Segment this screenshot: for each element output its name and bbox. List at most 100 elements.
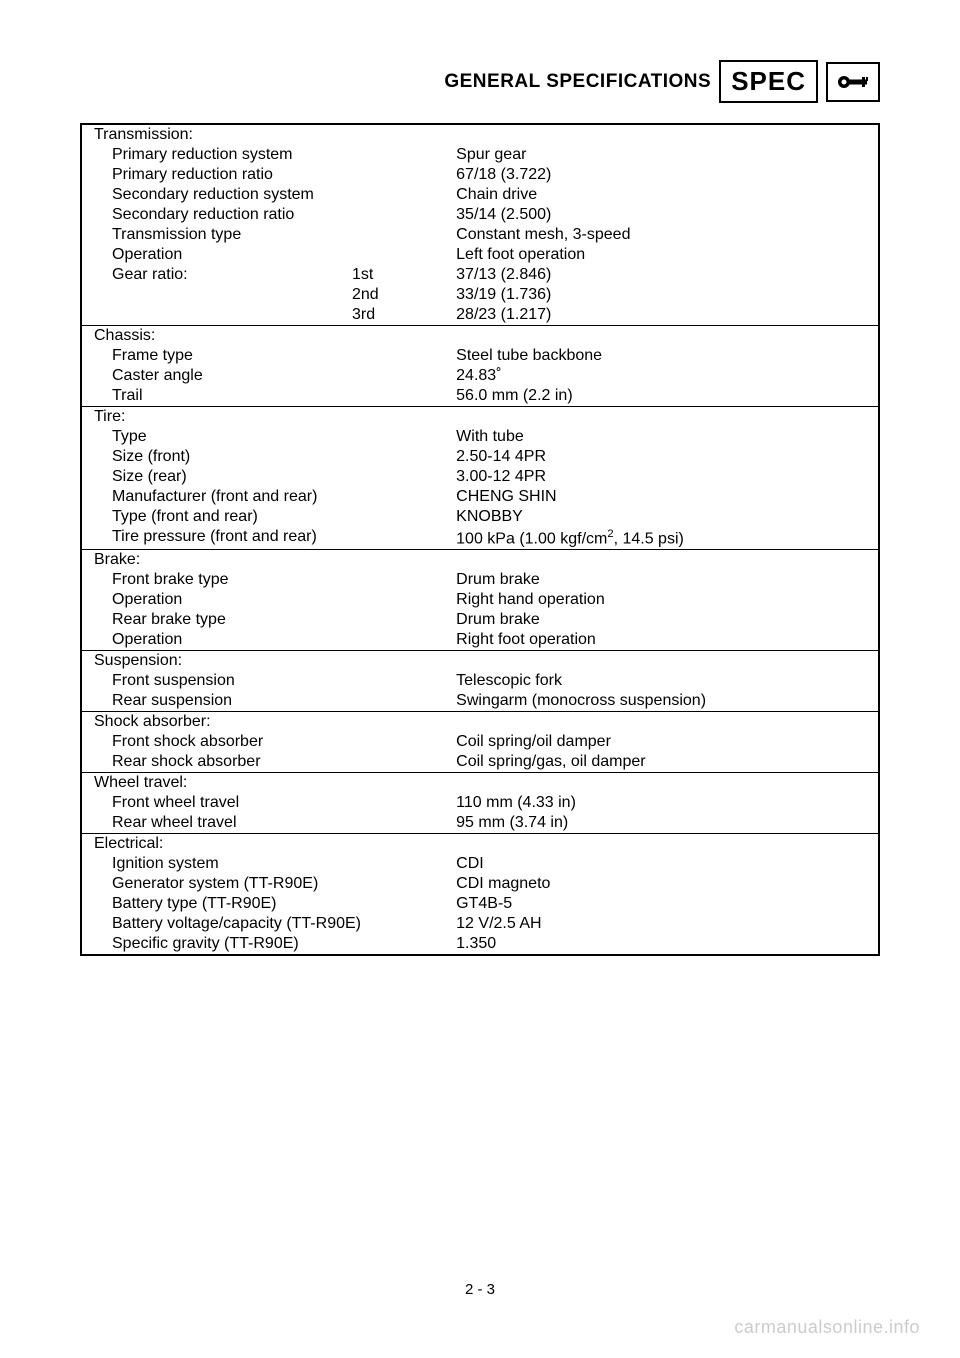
spec-value: 3.00-12 4PR: [448, 467, 878, 487]
spec-row: Front suspensionTelescopic fork: [82, 671, 878, 691]
page-header: GENERAL SPECIFICATIONS SPEC: [80, 60, 880, 103]
spec-value: Telescopic fork: [448, 671, 878, 691]
spec-value: Left foot operation: [448, 245, 878, 265]
spec-value: KNOBBY: [448, 507, 878, 527]
spec-row: Type (front and rear)KNOBBY: [82, 507, 878, 527]
spec-value: 24.83˚: [448, 366, 878, 386]
spec-value: 33/19 (1.736): [448, 285, 878, 305]
spec-row: Generator system (TT-R90E)CDI magneto: [82, 874, 878, 894]
spec-row: Battery voltage/capacity (TT-R90E)12 V/2…: [82, 914, 878, 934]
spec-value: CHENG SHIN: [448, 487, 878, 507]
spec-label: Transmission type: [82, 225, 448, 245]
spec-row: 3rd28/23 (1.217): [82, 305, 878, 325]
spec-badge: SPEC: [719, 60, 818, 103]
spec-row: Rear wheel travel95 mm (3.74 in): [82, 813, 878, 833]
spec-row: Size (front)2.50-14 4PR: [82, 447, 878, 467]
spec-row: Front brake typeDrum brake: [82, 570, 878, 590]
spec-label: Battery voltage/capacity (TT-R90E): [82, 914, 448, 934]
spec-value: Drum brake: [448, 610, 878, 630]
spec-value: 37/13 (2.846): [448, 265, 878, 285]
spec-row: Front shock absorberCoil spring/oil damp…: [82, 732, 878, 752]
spec-value: 28/23 (1.217): [448, 305, 878, 325]
spec-value: 12 V/2.5 AH: [448, 914, 878, 934]
spec-row: Front wheel travel110 mm (4.33 in): [82, 793, 878, 813]
spec-row: Trail56.0 mm (2.2 in): [82, 386, 878, 406]
spec-row: Frame typeSteel tube backbone: [82, 346, 878, 366]
spec-value: CDI: [448, 854, 878, 874]
spec-label: Specific gravity (TT-R90E): [82, 934, 448, 954]
section-title: Wheel travel:: [82, 773, 448, 793]
spec-row: Battery type (TT-R90E)GT4B-5: [82, 894, 878, 914]
spec-value: 67/18 (3.722): [448, 165, 878, 185]
spec-label: Front brake type: [82, 570, 448, 590]
spec-label: Trail: [82, 386, 448, 406]
spec-label: Rear brake type: [82, 610, 448, 630]
spec-row: Primary reduction ratio67/18 (3.722): [82, 165, 878, 185]
spec-table: Transmission:Primary reduction systemSpu…: [80, 123, 880, 956]
spec-row: Gear ratio:1st37/13 (2.846): [82, 265, 878, 285]
spec-row: Transmission typeConstant mesh, 3-speed: [82, 225, 878, 245]
spec-row: OperationRight foot operation: [82, 630, 878, 650]
spec-label: Frame type: [82, 346, 448, 366]
spec-label: Secondary reduction system: [82, 185, 448, 205]
spec-section: Wheel travel:Front wheel travel110 mm (4…: [82, 773, 878, 834]
spec-value: 1.350: [448, 934, 878, 954]
spec-label: Rear suspension: [82, 691, 448, 711]
spec-label: Battery type (TT-R90E): [82, 894, 448, 914]
spec-value: Right hand operation: [448, 590, 878, 610]
spec-row: Manufacturer (front and rear)CHENG SHIN: [82, 487, 878, 507]
spec-row: TypeWith tube: [82, 427, 878, 447]
spec-label: 3rd: [82, 305, 448, 325]
spec-row: 2nd33/19 (1.736): [82, 285, 878, 305]
spec-row: Caster angle24.83˚: [82, 366, 878, 386]
spec-value: Coil spring/oil damper: [448, 732, 878, 752]
page-number: 2 - 3: [465, 1281, 495, 1298]
section-title: Shock absorber:: [82, 712, 448, 732]
spec-section: Transmission:Primary reduction systemSpu…: [82, 125, 878, 326]
section-title: Electrical:: [82, 834, 448, 854]
header-title: GENERAL SPECIFICATIONS: [444, 71, 711, 93]
spec-label: 2nd: [82, 285, 448, 305]
section-title: Suspension:: [82, 651, 448, 671]
spec-value: Drum brake: [448, 570, 878, 590]
section-title: Brake:: [82, 550, 448, 570]
spec-row: Ignition systemCDI: [82, 854, 878, 874]
spec-row: Primary reduction systemSpur gear: [82, 145, 878, 165]
spec-value: GT4B-5: [448, 894, 878, 914]
spec-value: Steel tube backbone: [448, 346, 878, 366]
spec-value: With tube: [448, 427, 878, 447]
key-icon: [826, 62, 880, 102]
spec-value: 100 kPa (1.00 kgf/cm2, 14.5 psi): [448, 527, 878, 549]
spec-row: Specific gravity (TT-R90E)1.350: [82, 934, 878, 954]
spec-row: OperationRight hand operation: [82, 590, 878, 610]
spec-label: Operation: [82, 590, 448, 610]
spec-label: Ignition system: [82, 854, 448, 874]
spec-section: Shock absorber:Front shock absorberCoil …: [82, 712, 878, 773]
spec-section: Brake:Front brake typeDrum brakeOperatio…: [82, 550, 878, 651]
spec-label: Generator system (TT-R90E): [82, 874, 448, 894]
spec-label: Front shock absorber: [82, 732, 448, 752]
spec-value: Right foot operation: [448, 630, 878, 650]
spec-section: Suspension:Front suspensionTelescopic fo…: [82, 651, 878, 712]
spec-label: Size (rear): [82, 467, 448, 487]
spec-label: Rear wheel travel: [82, 813, 448, 833]
spec-section: Tire:TypeWith tubeSize (front)2.50-14 4P…: [82, 407, 878, 550]
spec-value: 56.0 mm (2.2 in): [448, 386, 878, 406]
spec-row: Tire pressure (front and rear)100 kPa (1…: [82, 527, 878, 549]
spec-value: Spur gear: [448, 145, 878, 165]
spec-value: Swingarm (monocross suspension): [448, 691, 878, 711]
spec-value: Constant mesh, 3-speed: [448, 225, 878, 245]
spec-value: 2.50-14 4PR: [448, 447, 878, 467]
spec-value: 95 mm (3.74 in): [448, 813, 878, 833]
spec-label: Type (front and rear): [82, 507, 448, 527]
spec-section: Electrical:Ignition systemCDIGenerator s…: [82, 834, 878, 954]
spec-value: 35/14 (2.500): [448, 205, 878, 225]
section-title: Tire:: [82, 407, 448, 427]
spec-value: Chain drive: [448, 185, 878, 205]
spec-label: Rear shock absorber: [82, 752, 448, 772]
spec-label: Caster angle: [82, 366, 448, 386]
spec-value: 110 mm (4.33 in): [448, 793, 878, 813]
section-title: Transmission:: [82, 125, 448, 145]
spec-label: Front wheel travel: [82, 793, 448, 813]
spec-label: Tire pressure (front and rear): [82, 527, 448, 549]
